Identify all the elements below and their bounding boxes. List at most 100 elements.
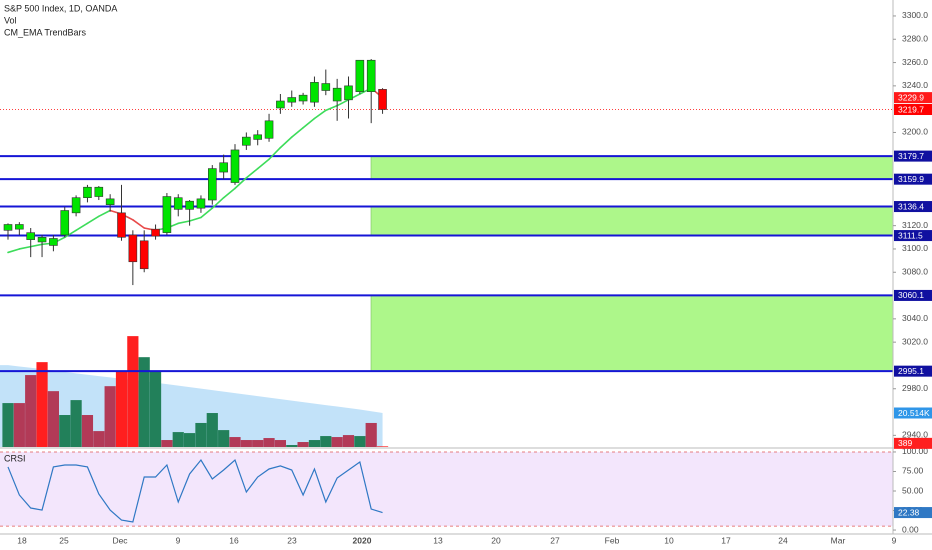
volume-bar (263, 438, 275, 447)
candle-body (310, 82, 319, 103)
zone (370, 295, 894, 372)
crsi-tick-label: 100.00 (902, 446, 928, 456)
candle-body (15, 224, 24, 230)
crsi-tag: 22.38 (898, 507, 920, 517)
x-tick-label: 10 (664, 535, 674, 545)
candle-body (26, 232, 36, 240)
x-tick-label: 17 (721, 535, 731, 545)
crsi-tick-label: 50.00 (902, 485, 924, 495)
level-tag-bg (894, 150, 932, 162)
volume-bar (36, 362, 48, 447)
ema-line (98, 209, 111, 218)
y-tick-label: 3120.0 (902, 220, 928, 230)
candle-body (196, 198, 206, 209)
volume-ma-tag: 20.514K (898, 408, 930, 418)
y-tick-label: 3080.0 (902, 267, 928, 277)
candle-body (151, 228, 160, 237)
ema-line (188, 216, 202, 222)
volume-tag: 389 (898, 438, 912, 448)
ema-line (268, 146, 282, 161)
ema-line (75, 222, 89, 232)
ema-line (177, 220, 191, 225)
x-tick-label: 9 (892, 535, 897, 545)
zone (370, 155, 894, 180)
ema-tag: 3229.9 (898, 92, 924, 102)
volume-bar (274, 440, 286, 447)
x-tick-label: 24 (778, 535, 788, 545)
ema-line (18, 245, 32, 250)
x-tick-label: 27 (550, 535, 560, 545)
ema-line (200, 207, 214, 219)
candle-body (3, 224, 13, 231)
y-tick-label: 3280.0 (902, 34, 928, 44)
candle-body (287, 97, 297, 103)
volume-bar (331, 437, 343, 447)
volume-bar (81, 415, 94, 447)
volume-bar (149, 371, 162, 447)
volume-bar (308, 440, 321, 447)
y-tick-label: 3240.0 (902, 80, 928, 90)
volume-bar (342, 435, 355, 447)
candle-body (276, 100, 285, 109)
candle-body (219, 162, 228, 173)
x-tick-label: Mar (831, 535, 846, 545)
x-tick-label: 20 (491, 535, 501, 545)
level-tag-bg (894, 230, 932, 242)
y-tick-label: 3040.0 (902, 313, 928, 323)
candle-body (230, 149, 240, 183)
y-tick-label: 3100.0 (902, 243, 928, 253)
ema-tag-bg (894, 92, 932, 104)
volume-bar (206, 413, 218, 447)
x-tick-label: Feb (605, 535, 620, 545)
x-tick-label: 18 (17, 535, 27, 545)
candle-body (378, 89, 387, 110)
ema-line (234, 177, 248, 190)
x-tick-label: 16 (229, 535, 239, 545)
crsi-tag-bg (894, 507, 932, 519)
candle-body (355, 59, 365, 92)
volume-tag-bg (894, 437, 932, 449)
ema-line (313, 109, 327, 120)
chart-title: S&P 500 Index, 1D, OANDA (4, 3, 117, 13)
volume-ma-area (0, 365, 383, 447)
volume-bar (297, 442, 309, 447)
candle-body (264, 120, 274, 139)
volume-bar (172, 432, 184, 447)
volume-bar (138, 357, 150, 447)
crsi-band (0, 451, 893, 527)
candle-body (344, 85, 353, 101)
level-tag: 3179.7 (898, 151, 924, 161)
volume-bar (354, 436, 366, 447)
last-price-tag-bg (894, 104, 932, 116)
level-tag: 2995.1 (898, 366, 924, 376)
x-tick-label: 13 (433, 535, 443, 545)
candle-body (60, 210, 70, 236)
candle-body (94, 186, 104, 197)
volume-bar (104, 386, 116, 447)
volume-bar (184, 433, 196, 447)
candle-body (253, 134, 262, 140)
ema-line (132, 219, 145, 229)
ema-line (222, 187, 236, 199)
last-price-tag: 3219.7 (898, 104, 924, 114)
volume-bar (115, 371, 128, 447)
candle-body (71, 197, 81, 214)
ema-line (302, 117, 316, 129)
ema-line (324, 104, 338, 112)
volume-bar (70, 400, 82, 447)
crsi-line (7, 458, 383, 523)
volume-bar (229, 437, 241, 447)
candle-body (298, 94, 308, 102)
ema-line (279, 136, 293, 149)
legend-entry: CM_EMA TrendBars (4, 27, 87, 37)
legend-entry: Vol (4, 15, 17, 25)
volume-bar (240, 440, 252, 447)
y-tick-label: 3260.0 (902, 57, 928, 67)
level-tag: 3060.1 (898, 290, 924, 300)
y-tick-label: 3300.0 (902, 10, 928, 20)
level-tag: 3111.5 (898, 230, 923, 240)
level-tag-bg (894, 289, 932, 301)
x-tick-label: 25 (59, 535, 69, 545)
